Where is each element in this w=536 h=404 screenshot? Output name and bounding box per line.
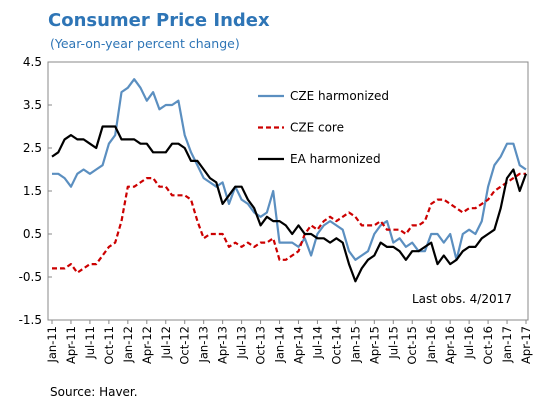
y-tick-label: 0.5 [23, 227, 42, 241]
chart-title: Consumer Price Index [48, 10, 270, 31]
series-line [52, 78, 527, 261]
x-tick-label: Jul-11 [83, 326, 97, 360]
legend-label: EA harmonized [290, 152, 381, 166]
x-tick-label: Apr-17 [519, 326, 533, 364]
x-tick-label: Jan-14 [273, 326, 287, 364]
x-tick-label: Apr-15 [367, 326, 381, 364]
x-tick-label: Oct-15 [405, 326, 419, 365]
x-tick-label: Oct-13 [254, 326, 268, 365]
source-note: Source: Haver. [50, 385, 138, 399]
x-tick-label: Apr-12 [140, 326, 154, 364]
x-tick-label: Jul-12 [159, 326, 173, 360]
x-tick-label: Jul-14 [310, 326, 324, 360]
x-tick-label: Jan-16 [424, 326, 438, 364]
y-tick-label: 3.5 [23, 98, 42, 112]
x-tick-label: Apr-13 [216, 326, 230, 364]
x-tick-label: Oct-11 [102, 326, 116, 365]
x-tick-label: Jan-12 [121, 326, 135, 364]
x-tick-label: Jul-16 [462, 326, 476, 360]
legend-label: CZE harmonized [290, 89, 389, 103]
y-tick-label: 1.5 [23, 184, 42, 198]
annotation: Last obs. 4/2017 [412, 292, 512, 306]
legend-label: CZE core [290, 121, 344, 135]
y-tick-label: 2.5 [23, 141, 42, 155]
x-tick-label: Oct-12 [178, 326, 192, 365]
x-tick-label: Apr-11 [64, 326, 78, 364]
x-tick-label: Oct-16 [481, 326, 495, 365]
y-tick-label: 4.5 [23, 55, 42, 69]
series-line [51, 125, 528, 283]
x-tick-label: Jul-13 [235, 326, 249, 360]
y-tick-label: -0.5 [19, 270, 42, 284]
x-tick-label: Jan-17 [500, 326, 514, 364]
x-tick-label: Apr-14 [291, 326, 305, 364]
x-tick-label: Jan-13 [197, 326, 211, 364]
x-tick-label: Jul-15 [386, 326, 400, 360]
y-tick-label: -1.5 [19, 313, 42, 327]
x-tick-label: Jan-11 [45, 326, 59, 364]
x-tick-label: Oct-14 [329, 326, 343, 365]
x-tick-label: Apr-16 [443, 326, 457, 364]
x-tick-label: Jan-15 [348, 326, 362, 364]
chart-subtitle: (Year-on-year percent change) [50, 36, 240, 51]
series-line [52, 172, 526, 274]
